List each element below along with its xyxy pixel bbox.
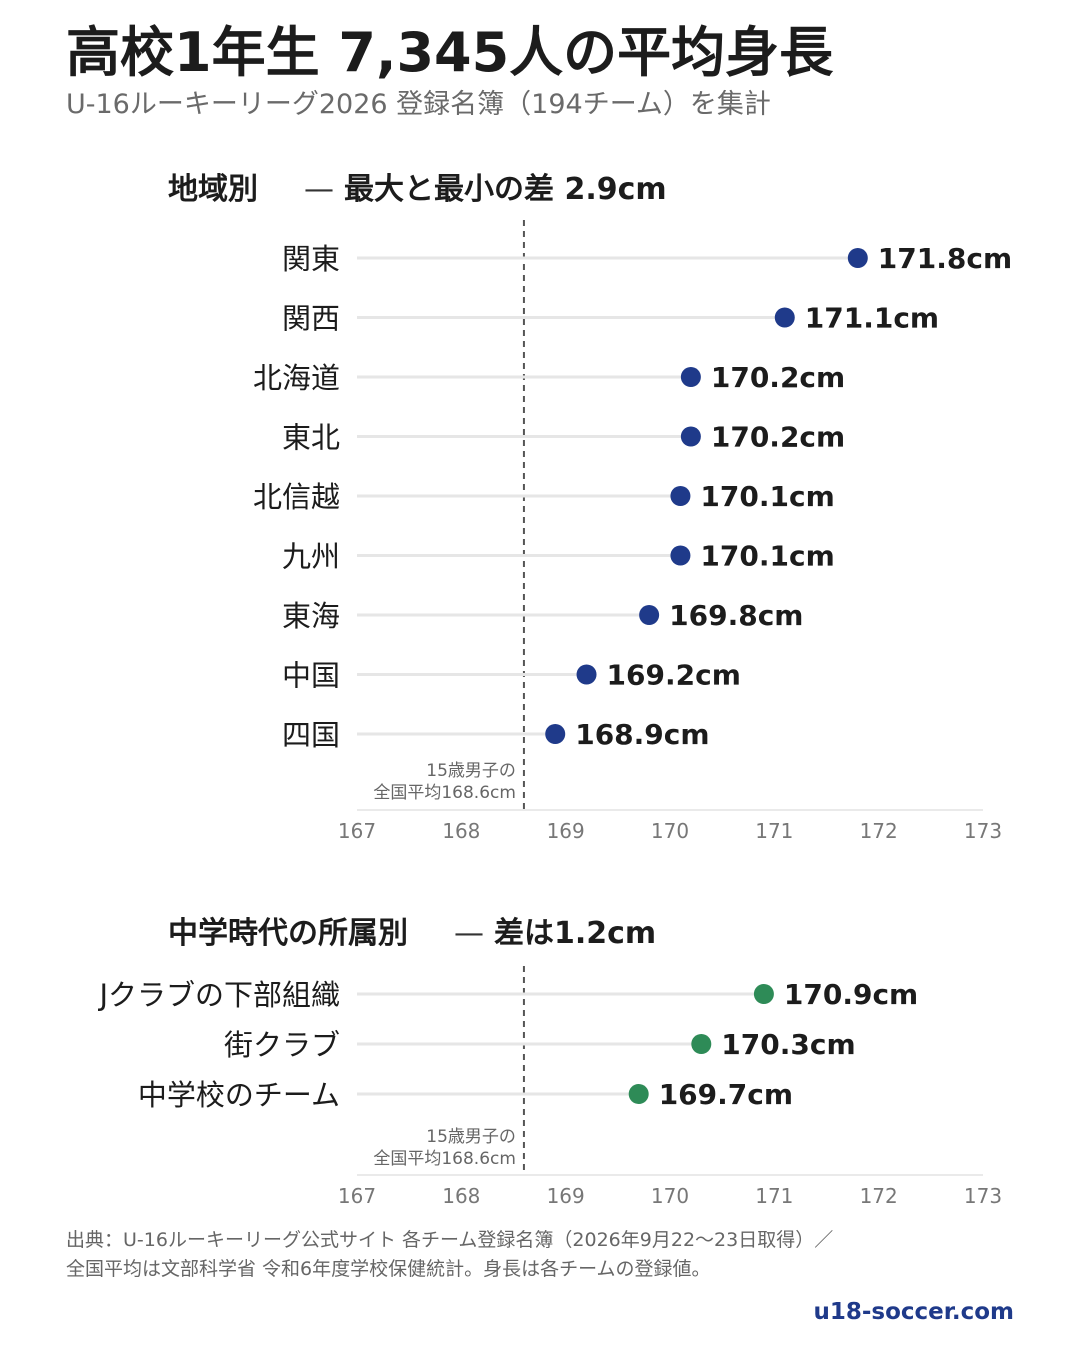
reference-label-line1: 15歳男子の <box>426 1127 516 1147</box>
value-label: 168.9cm <box>575 718 709 751</box>
source-line-2: 全国平均は文部科学省 令和6年度学校保健統計。身長は各チームの登録値。 <box>66 1258 711 1280</box>
x-tick-label: 168 <box>442 1184 480 1208</box>
x-tick-label: 171 <box>755 819 793 843</box>
data-point <box>670 545 691 566</box>
x-tick-label: 171 <box>755 1184 793 1208</box>
x-tick-label: 169 <box>547 819 585 843</box>
x-tick-label: 173 <box>964 819 1002 843</box>
x-tick-label: 167 <box>338 819 376 843</box>
site-credit: u18-soccer.com <box>813 1299 1015 1325</box>
category-label: 北信越 <box>253 480 340 514</box>
region-chart-title-dash: — <box>304 172 334 207</box>
data-point <box>628 1084 649 1104</box>
region-chart-title-note: 最大と最小の差 2.9cm <box>344 172 667 207</box>
value-label: 170.2cm <box>711 361 845 394</box>
x-tick-label: 170 <box>651 1184 689 1208</box>
x-tick-label: 172 <box>860 1184 898 1208</box>
source-note: 出典：U-16ルーキーリーグ公式サイト 各チーム登録名簿（2026年9月22〜2… <box>66 1226 833 1284</box>
value-label: 169.2cm <box>607 659 741 692</box>
value-label: 170.9cm <box>784 978 918 1011</box>
value-label: 169.7cm <box>659 1078 793 1111</box>
category-label: 中学校のチーム <box>138 1078 340 1112</box>
region-chart-title: 地域別 — 最大と最小の差 2.9cm <box>168 164 667 208</box>
category-label: 街クラブ <box>224 1028 340 1062</box>
data-point <box>680 367 701 387</box>
category-label: 九州 <box>282 540 340 574</box>
category-label: 四国 <box>282 718 340 752</box>
source-line-1: 出典：U-16ルーキーリーグ公式サイト 各チーム登録名簿（2026年9月22〜2… <box>66 1229 834 1251</box>
club-chart-title-dash: — <box>454 916 484 951</box>
value-label: 171.8cm <box>878 242 1012 275</box>
category-label: 関東 <box>282 242 340 276</box>
data-point <box>576 664 597 685</box>
category-label: 東海 <box>282 599 340 633</box>
value-label: 170.1cm <box>700 540 834 573</box>
x-tick-label: 173 <box>964 1184 1002 1208</box>
data-point <box>670 486 691 506</box>
page-title: 高校1年生 7,345人の平均身長 <box>66 21 834 84</box>
x-tick-label: 172 <box>860 819 898 843</box>
reference-label-line2: 全国平均168.6cm <box>373 1149 516 1169</box>
data-point <box>847 248 868 268</box>
x-tick-label: 170 <box>651 819 689 843</box>
category-label: Jクラブの下部組織 <box>97 978 340 1012</box>
data-point <box>680 426 701 447</box>
category-label: 中国 <box>282 659 340 693</box>
value-label: 171.1cm <box>805 302 939 335</box>
category-label: 関西 <box>282 302 340 336</box>
data-point <box>774 307 795 328</box>
x-tick-label: 168 <box>442 819 480 843</box>
club-chart-title-main: 中学時代の所属別 <box>168 916 408 951</box>
region-dot-chart: 関東 171.8cm 関西 171.1cm 北海道 170.2cm 東北 170.2cm 北信越… <box>253 220 1012 843</box>
data-point <box>639 605 660 625</box>
reference-label-line1: 15歳男子の <box>426 761 516 781</box>
category-label: 北海道 <box>253 361 340 395</box>
club-dot-chart: Jクラブの下部組織 170.9cm 街クラブ 170.3cm 中学校のチーム 169.7c… <box>97 966 1002 1208</box>
x-tick-label: 169 <box>547 1184 585 1208</box>
value-label: 170.3cm <box>721 1028 855 1061</box>
region-chart-title-main: 地域別 <box>168 172 258 207</box>
data-point <box>545 724 566 744</box>
page-subtitle: U-16ルーキーリーグ2026 登録名簿（194チーム）を集計 <box>66 89 771 120</box>
value-label: 169.8cm <box>669 599 803 632</box>
value-label: 170.1cm <box>700 480 834 513</box>
data-point <box>691 1034 712 1054</box>
reference-label-line2: 全国平均168.6cm <box>373 783 516 803</box>
club-chart-title: 中学時代の所属別 — 差は1.2cm <box>168 908 656 952</box>
value-label: 170.2cm <box>711 421 845 454</box>
x-tick-label: 167 <box>338 1184 376 1208</box>
category-label: 東北 <box>282 421 340 455</box>
club-chart-title-note: 差は1.2cm <box>494 916 657 951</box>
data-point <box>753 984 774 1004</box>
